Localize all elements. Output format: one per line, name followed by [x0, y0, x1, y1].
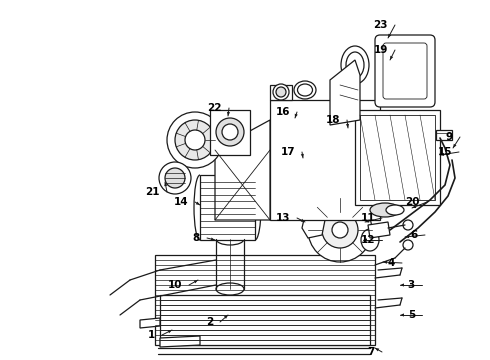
Circle shape — [322, 212, 358, 248]
Text: 13: 13 — [275, 213, 290, 223]
Circle shape — [308, 198, 372, 262]
Ellipse shape — [370, 203, 400, 217]
Polygon shape — [405, 235, 409, 238]
Text: 17: 17 — [280, 147, 295, 157]
Circle shape — [403, 240, 413, 250]
Text: 6: 6 — [411, 230, 418, 240]
Ellipse shape — [294, 81, 316, 99]
Polygon shape — [301, 219, 305, 222]
Polygon shape — [388, 34, 392, 38]
Ellipse shape — [386, 205, 404, 215]
Text: 16: 16 — [275, 107, 290, 117]
Ellipse shape — [341, 46, 369, 84]
Circle shape — [159, 162, 191, 194]
Polygon shape — [227, 112, 230, 116]
Bar — [270, 85, 292, 100]
Text: 5: 5 — [408, 310, 415, 320]
Circle shape — [273, 84, 289, 100]
Polygon shape — [400, 283, 404, 287]
Circle shape — [222, 124, 238, 140]
Polygon shape — [196, 202, 200, 205]
Ellipse shape — [216, 233, 244, 245]
Polygon shape — [368, 222, 390, 238]
FancyBboxPatch shape — [375, 35, 435, 107]
Ellipse shape — [225, 233, 235, 238]
Polygon shape — [160, 336, 200, 347]
Polygon shape — [412, 205, 416, 208]
Polygon shape — [215, 120, 270, 220]
Text: 3: 3 — [408, 280, 415, 290]
Ellipse shape — [216, 283, 244, 295]
Text: 14: 14 — [173, 197, 188, 207]
Text: 12: 12 — [361, 235, 375, 245]
Bar — [355, 110, 440, 205]
Bar — [200, 175, 255, 240]
Circle shape — [276, 87, 286, 97]
Bar — [360, 115, 435, 200]
Text: 18: 18 — [325, 115, 340, 125]
Bar — [155, 255, 375, 345]
Text: 10: 10 — [168, 280, 182, 290]
Polygon shape — [164, 182, 168, 186]
Polygon shape — [363, 238, 367, 242]
Polygon shape — [375, 348, 379, 351]
Polygon shape — [400, 314, 404, 316]
Circle shape — [216, 118, 244, 146]
Polygon shape — [194, 280, 198, 283]
Ellipse shape — [297, 84, 313, 96]
Text: 4: 4 — [388, 258, 395, 268]
Text: 11: 11 — [361, 213, 375, 223]
Text: 20: 20 — [406, 197, 420, 207]
Bar — [210, 110, 250, 155]
Polygon shape — [224, 315, 228, 319]
Text: 2: 2 — [206, 317, 213, 327]
Polygon shape — [440, 153, 444, 156]
Text: 22: 22 — [207, 103, 222, 113]
Polygon shape — [302, 210, 325, 238]
Ellipse shape — [346, 52, 364, 78]
Polygon shape — [301, 154, 304, 158]
Text: 7: 7 — [368, 347, 375, 357]
Text: 23: 23 — [373, 20, 388, 30]
Circle shape — [332, 222, 348, 238]
Polygon shape — [383, 261, 387, 264]
Ellipse shape — [361, 229, 379, 251]
Circle shape — [175, 120, 215, 160]
Polygon shape — [330, 60, 360, 125]
Text: 19: 19 — [374, 45, 388, 55]
Bar — [270, 100, 380, 220]
Polygon shape — [295, 114, 298, 118]
Circle shape — [185, 130, 205, 150]
Polygon shape — [453, 144, 457, 148]
Bar — [160, 295, 370, 345]
Circle shape — [165, 168, 185, 188]
Text: 1: 1 — [148, 330, 155, 340]
Circle shape — [403, 220, 413, 230]
Polygon shape — [168, 330, 172, 333]
Circle shape — [167, 112, 223, 168]
Text: 8: 8 — [193, 233, 200, 243]
Polygon shape — [390, 56, 393, 60]
Polygon shape — [140, 318, 160, 328]
Polygon shape — [211, 238, 215, 240]
Polygon shape — [365, 220, 369, 222]
FancyBboxPatch shape — [383, 43, 427, 99]
Polygon shape — [346, 124, 349, 128]
Bar — [436, 130, 452, 140]
Text: 9: 9 — [446, 132, 453, 142]
Text: 21: 21 — [146, 187, 160, 197]
Text: 15: 15 — [438, 147, 452, 157]
